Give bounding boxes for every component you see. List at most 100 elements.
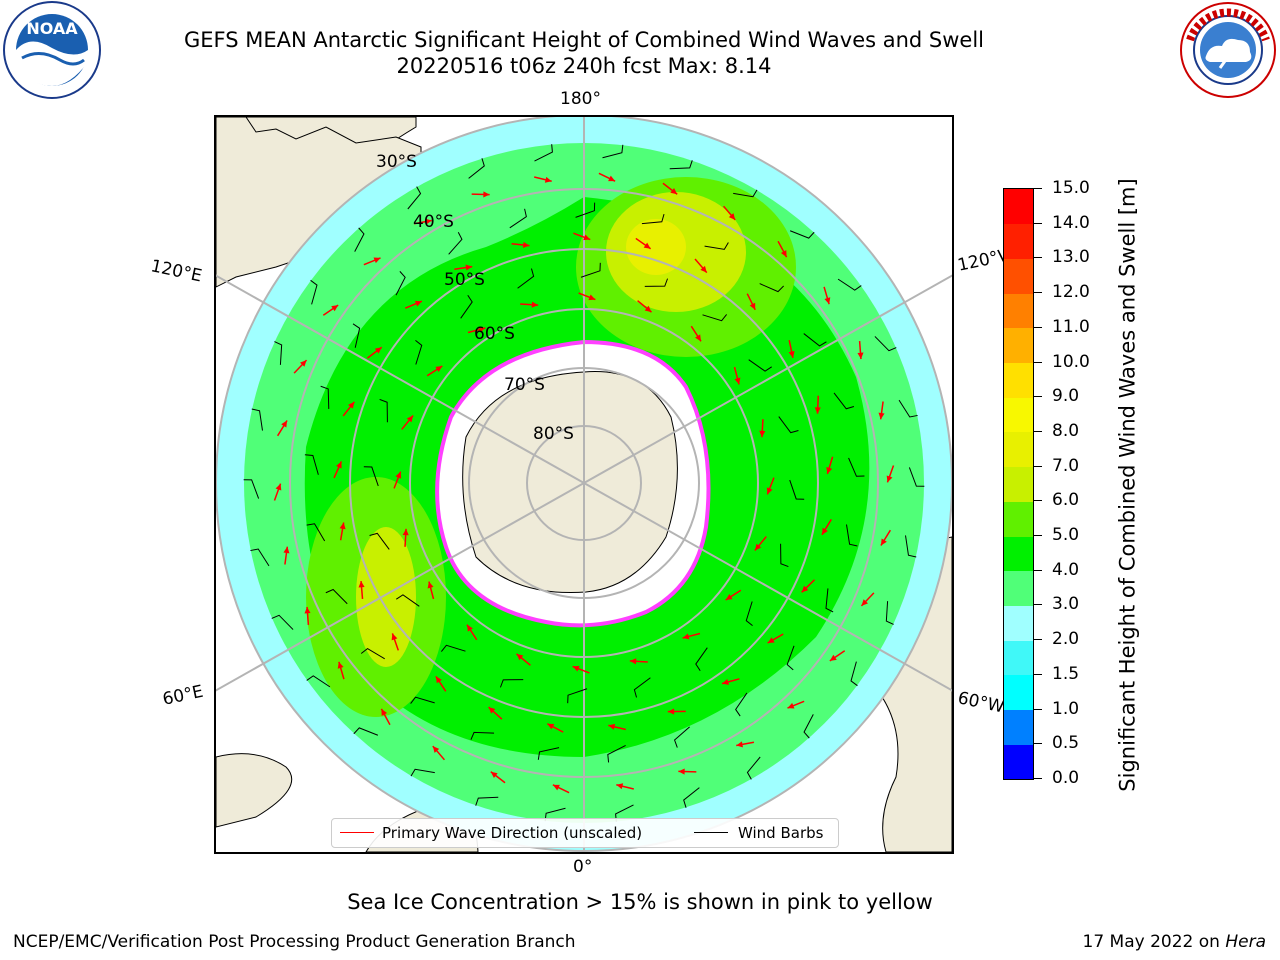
colorbar-segment: [1004, 293, 1033, 329]
wind-barb: [306, 675, 331, 688]
wind-barb: [363, 466, 379, 487]
colorbar-tick: [1034, 326, 1042, 328]
wave-direction-arrowhead: [767, 637, 775, 644]
wave-direction-arrowhead: [488, 707, 496, 714]
colorbar-tick: [1034, 500, 1042, 502]
colorbar-tick-label: 0.5: [1052, 733, 1080, 754]
colorbar-tick: [1034, 361, 1042, 363]
wind-barb: [905, 535, 917, 558]
lat-label-30s: 30°S: [376, 152, 417, 172]
wave-direction-arrowhead: [490, 771, 498, 779]
polar-map: [216, 117, 952, 852]
wind-barb: [407, 186, 422, 210]
wave-direction-arrowhead: [465, 264, 473, 271]
colorbar: [1003, 188, 1034, 780]
legend-wave-direction: Primary Wave Direction (unscaled): [382, 824, 643, 842]
wind-barb: [475, 796, 499, 806]
wave-direction-arrowhead: [700, 265, 707, 273]
colorbar-tick-label: 15.0: [1052, 178, 1090, 198]
wind-barb: [353, 727, 379, 736]
wave-direction-arrowhead: [886, 475, 893, 483]
wind-barb: [789, 479, 805, 500]
wind-barb: [379, 398, 388, 423]
wind-barb: [537, 747, 560, 760]
wind-barb: [644, 278, 669, 287]
wind-barb: [304, 454, 319, 475]
wind-barb: [850, 661, 858, 687]
wind-barb: [683, 787, 700, 808]
colorbar-tick: [1034, 673, 1042, 675]
colorbar-tick: [1034, 396, 1042, 398]
lat-label-70s: 70°S: [504, 375, 545, 395]
wind-barb: [745, 601, 753, 627]
wind-barb: [607, 745, 626, 763]
wind-barb: [908, 467, 925, 487]
wind-barb: [704, 242, 729, 250]
wave-direction-arrowhead: [283, 546, 290, 554]
colorbar-segment: [1004, 570, 1033, 606]
wind-barb: [271, 614, 294, 630]
colorbar-segment: [1004, 744, 1033, 780]
lon-label-0: 0°: [573, 857, 593, 877]
wave-direction-arrowhead: [425, 218, 432, 225]
wind-barb: [410, 696, 435, 704]
colorbar-tick-label: 2.0: [1052, 629, 1080, 650]
wind-barb: [320, 385, 330, 409]
wind-barb: [885, 601, 894, 625]
wave-direction-arrowhead: [304, 606, 311, 614]
wind-barb: [243, 479, 260, 499]
colorbar-tick-label: 6.0: [1052, 490, 1080, 511]
map-subtitle: 20220516 t06z 240h fcst Max: 8.14: [396, 54, 772, 78]
wave-direction-arrowhead: [478, 326, 486, 333]
wave-direction-arrowhead: [358, 581, 365, 588]
wind-barb: [250, 548, 270, 567]
colorbar-tick: [1034, 465, 1042, 467]
wind-barb: [325, 588, 348, 605]
wind-barb: [567, 688, 588, 704]
wave-direction-swatch: [340, 832, 374, 833]
footer-host: Hera: [1225, 932, 1266, 952]
wave-direction-arrowhead: [616, 783, 624, 790]
wave-direction-arrowhead: [544, 176, 552, 183]
wave-direction-arrowhead: [824, 297, 831, 305]
wave-direction-arrowhead: [483, 191, 490, 198]
wind-barb: [274, 341, 283, 365]
colorbar-label: Significant Height of Combined Wind Wave…: [1115, 178, 1140, 792]
wind-barb: [575, 202, 596, 218]
wind-barb: [580, 262, 601, 278]
wave-direction-arrowhead: [695, 334, 702, 342]
colorbar-segment: [1004, 397, 1033, 433]
lon-label-60w: 60°W: [955, 688, 1007, 718]
wave-direction-arrowhead: [373, 257, 381, 264]
wind-barb: [470, 731, 495, 740]
sea-ice-note: Sea Ice Concentration > 15% is shown in …: [347, 890, 933, 914]
wave-vectors: [243, 144, 925, 822]
noaa-logo: NOAA: [0, 0, 104, 104]
colorbar-tick-label: 3.0: [1052, 594, 1080, 615]
wind-barb: [669, 160, 693, 170]
wind-barb: [733, 189, 758, 198]
lon-label-180: 180°: [560, 89, 601, 109]
wind-barb: [673, 726, 690, 748]
colorbar-tick: [1034, 430, 1042, 432]
wind-barb: [789, 230, 815, 239]
wave-direction-arrowhead: [299, 360, 307, 367]
colorbar-segment: [1004, 466, 1033, 502]
wind-barb: [702, 314, 728, 322]
colorbar-tick: [1034, 639, 1042, 641]
wave-direction-arrowhead: [395, 471, 402, 479]
noaa-logo-text: NOAA: [26, 19, 78, 38]
wave-direction-arrowhead: [878, 412, 885, 420]
wave-direction-arrowhead: [374, 347, 382, 354]
colorbar-segment: [1004, 640, 1033, 676]
wave-direction-arrowhead: [466, 624, 473, 632]
wind-barb: [415, 339, 423, 365]
wind-barb: [825, 588, 834, 613]
wave-direction-arrowhead: [531, 301, 539, 308]
wave-direction-arrowhead: [516, 653, 524, 661]
wind-barb: [354, 227, 365, 252]
colorbar-segment: [1004, 674, 1033, 711]
wave-direction-arrowhead: [629, 658, 637, 665]
colorbar-tick: [1034, 292, 1042, 294]
wind-barb: [778, 416, 799, 434]
